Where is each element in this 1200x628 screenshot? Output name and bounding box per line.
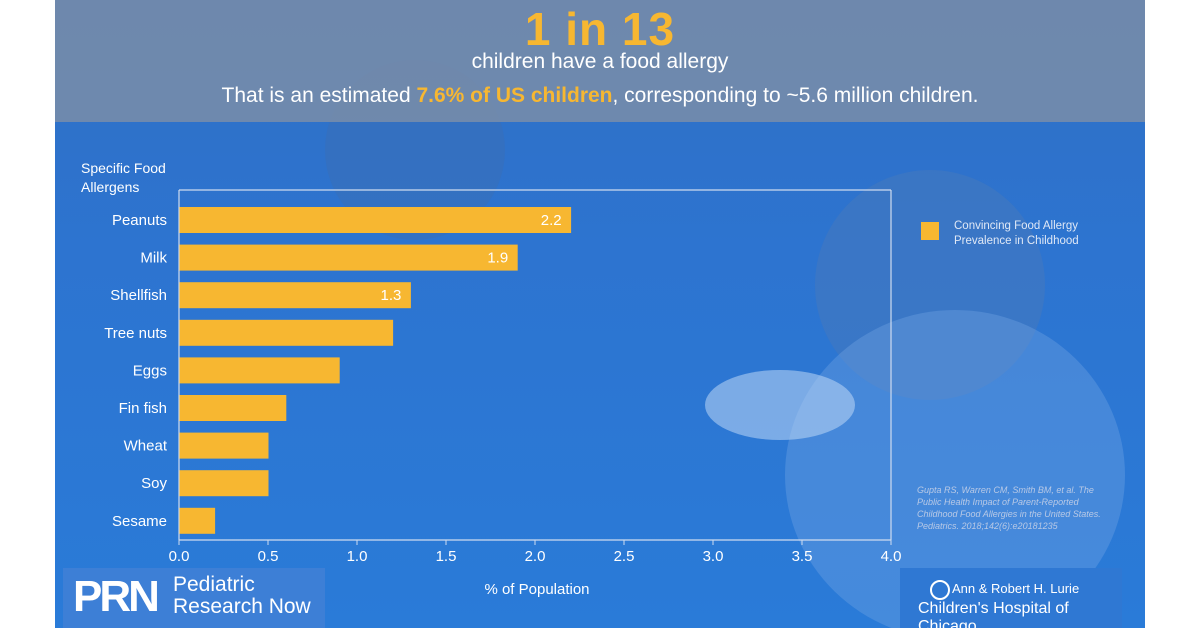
statistic-line: That is an estimated 7.6% of US children… [55, 84, 1145, 108]
citation-line: Pediatrics. 2018;142(6):e20181235 [917, 521, 1058, 531]
lurie-logo-line: Children's Hospital of Chicago [918, 600, 1069, 628]
x-axis-title: % of Population [484, 581, 589, 598]
x-tick-label: 2.5 [614, 548, 635, 565]
category-label: Shellfish [110, 287, 167, 304]
bowl-shape [705, 370, 855, 440]
bar-fin-fish [179, 395, 287, 421]
citation-line: Gupta RS, Warren CM, Smith BM, et al. Th… [917, 485, 1094, 495]
x-tick-label: 3.5 [792, 548, 813, 565]
x-tick-label: 0.5 [258, 548, 279, 565]
bar-sesame [179, 507, 216, 534]
data-label: 1.9 [487, 250, 508, 267]
left-margin [0, 0, 55, 628]
category-label: Fin fish [119, 400, 167, 417]
category-label: Sesame [112, 513, 167, 530]
bar-soy [179, 470, 269, 497]
bar-shellfish [179, 282, 411, 309]
data-label: 1.3 [381, 287, 402, 304]
stat-suffix: , corresponding to ~5.6 million children… [612, 84, 979, 107]
category-axis-title: Allergens [81, 179, 139, 195]
citation-line: Public Health Impact of Parent-Reported [917, 497, 1079, 507]
x-tick-label: 2.0 [525, 548, 546, 565]
lurie-emblem-icon [930, 580, 950, 600]
lurie-logo-line: Ann & Robert H. Lurie [952, 581, 1080, 596]
allergen-bar-chart: Specific Food Allergens Peanuts 2.2 Milk 1.9 S… [81, 160, 1079, 598]
x-tick-label: 1.5 [436, 548, 457, 565]
stat-prefix: That is an estimated [221, 84, 417, 107]
bar-eggs [179, 357, 340, 384]
category-label: Soy [141, 475, 167, 492]
bar-wheat [179, 432, 269, 459]
category-label: Milk [140, 250, 167, 267]
legend-label: Convincing Food Allergy [954, 220, 1078, 232]
bar-peanuts [179, 207, 572, 233]
legend-swatch [921, 222, 939, 240]
subheadline: children have a food allergy [471, 50, 729, 73]
prn-logo-mark: PRN [73, 572, 160, 621]
category-label: Wheat [124, 438, 168, 455]
child-head-shape [815, 170, 1045, 400]
legend-label: Prevalence in Childhood [954, 235, 1079, 247]
prn-logo-line: Research Now [173, 595, 311, 618]
x-tick-label: 1.0 [347, 548, 368, 565]
bar-tree-nuts [179, 319, 394, 346]
bar-milk [179, 244, 518, 271]
stat-highlight: 7.6% of US children [416, 84, 613, 107]
lurie-logo: Ann & Robert H. Lurie Children's Hospita… [900, 568, 1122, 628]
x-tick-label: 4.0 [881, 548, 902, 565]
category-axis-title: Specific Food [81, 160, 166, 176]
prn-logo: PRN Pediatric Research Now [63, 568, 325, 628]
x-tick-label: 3.0 [703, 548, 724, 565]
x-tick-label: 0.0 [169, 548, 190, 565]
right-margin [1145, 0, 1200, 628]
category-label: Peanuts [112, 212, 167, 229]
photo-panel: 1 in 13 children have a food allergy Tha… [55, 0, 1145, 628]
category-label: Tree nuts [104, 325, 167, 342]
prn-logo-line: Pediatric [173, 573, 255, 596]
category-label: Eggs [133, 362, 167, 379]
data-label: 2.2 [541, 212, 562, 229]
prn-logo-name: Pediatric Research Now [173, 574, 311, 618]
citation-line: Childhood Food Allergies in the United S… [917, 509, 1101, 519]
citation: Gupta RS, Warren CM, Smith BM, et al. Th… [917, 484, 1117, 532]
headline-band: 1 in 13 children have a food allergy Tha… [55, 0, 1145, 122]
headline: 1 in 13 [524, 3, 676, 55]
